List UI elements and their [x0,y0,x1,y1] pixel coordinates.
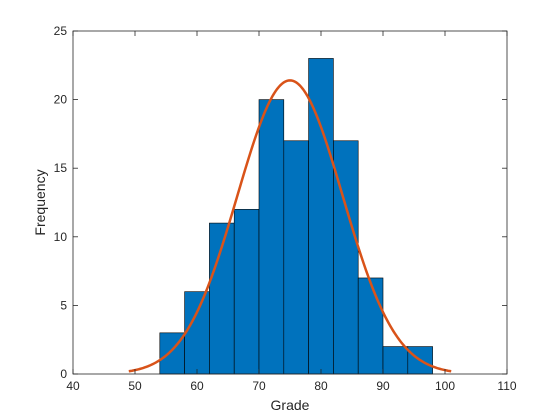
normal-fit-curve [128,79,452,373]
histogram-bar [357,277,384,375]
x-tick-label: 70 [252,379,266,393]
x-axis-ticks: 40 50 60 70 80 90 100 110 [66,31,517,393]
x-tick-label: 60 [190,379,204,393]
x-tick-label: 50 [128,379,142,393]
x-tick-label: 100 [435,379,455,393]
x-tick-label: 40 [66,379,80,393]
histogram-bar [184,291,210,375]
x-tick-label: 110 [497,379,516,393]
plot-frame [72,30,508,375]
x-tick-label: 80 [314,379,328,393]
x-axis-label: Grade [271,397,310,413]
y-tick-label: 25 [54,24,68,38]
histogram-bar [233,209,260,375]
y-tick-label: 0 [60,367,67,381]
x-tick-label: 90 [376,379,390,393]
y-tick-label: 10 [54,230,68,244]
curve-layer [128,79,452,373]
y-tick-label: 5 [60,298,67,312]
histogram-bar [258,99,285,375]
histogram-bar [382,346,409,375]
y-axis-ticks: 0 5 10 15 20 25 [54,24,507,381]
y-tick-label: 20 [54,93,68,107]
y-axis-label: Frequency [32,169,48,235]
y-tick-label: 15 [54,161,68,175]
histogram-bar [283,140,309,375]
